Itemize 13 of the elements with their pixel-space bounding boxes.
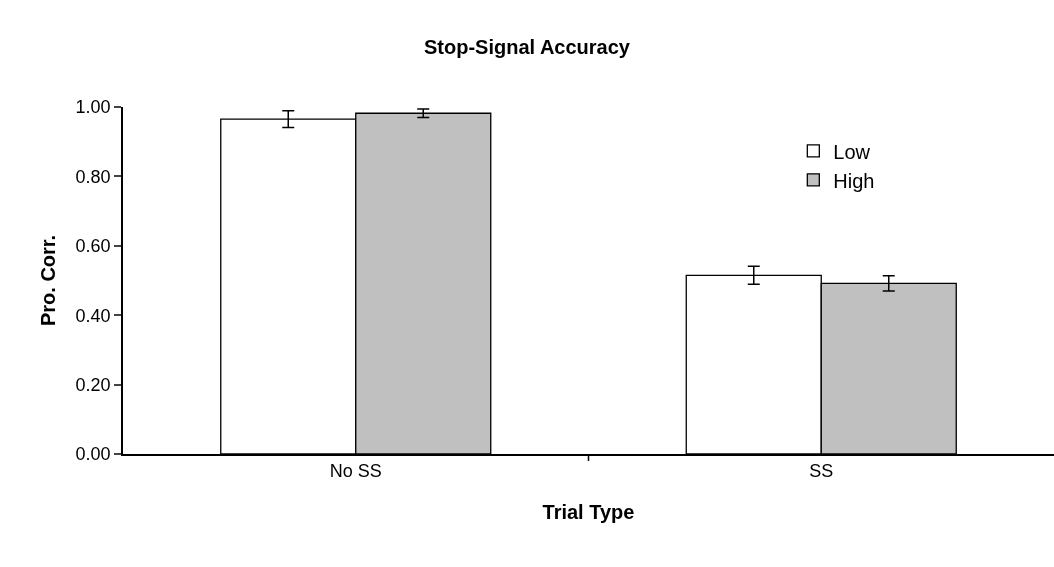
- chart-title: Stop-Signal Accuracy: [424, 35, 631, 58]
- y-tick-label: 0.20: [75, 374, 111, 395]
- x-tick-label: No SS: [329, 461, 382, 482]
- legend-label: Low: [833, 140, 871, 163]
- y-tick-label: 0.60: [75, 236, 111, 257]
- y-tick-label: 0.40: [75, 305, 111, 326]
- y-tick-label: 0.00: [75, 444, 111, 465]
- y-axis-title: Pro. Corr.: [36, 234, 59, 327]
- legend-label: High: [833, 169, 875, 192]
- x-axis-title: Trial Type: [542, 501, 635, 524]
- x-tick-label: SS: [809, 461, 834, 482]
- y-tick-label: 0.80: [75, 166, 111, 187]
- y-tick-label: 1.00: [75, 97, 111, 118]
